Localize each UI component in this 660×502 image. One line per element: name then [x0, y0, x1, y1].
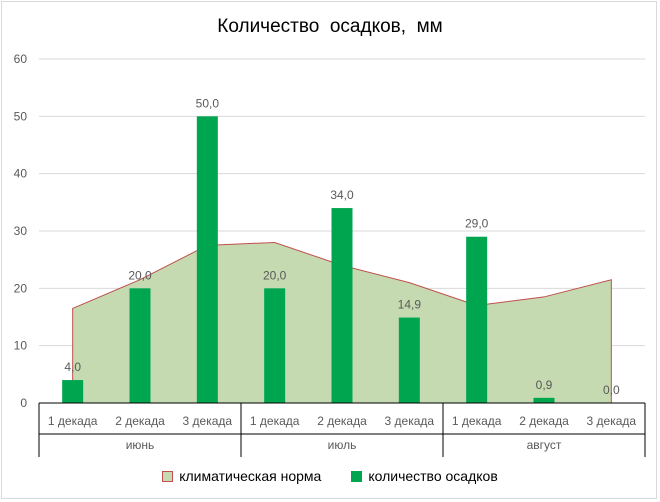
x-tick-label: 2 декада: [115, 414, 165, 428]
bar: [264, 288, 286, 403]
bar: [533, 397, 555, 403]
bar-data-label: 0,9: [536, 378, 553, 392]
legend-item-norm: климатическая норма: [162, 468, 321, 484]
bar-data-label: 0,0: [603, 383, 620, 397]
bar: [196, 116, 218, 403]
bar-data-label: 34,0: [330, 188, 354, 202]
legend: климатическая норма количество осадков: [2, 468, 658, 484]
bar-data-label: 20,0: [128, 268, 152, 282]
y-tick-label: 10: [14, 339, 28, 353]
legend-label-norm: климатическая норма: [179, 468, 322, 484]
bar: [398, 317, 420, 403]
bar: [62, 380, 84, 403]
bar: [466, 236, 488, 403]
bar: [331, 208, 353, 403]
x-group-label: август: [527, 438, 562, 452]
x-group-label: июнь: [126, 438, 155, 452]
bar-data-label: 29,0: [465, 217, 489, 231]
x-group-label: июль: [328, 438, 357, 452]
x-tick-label: 3 декада: [385, 414, 435, 428]
x-tick-label: 1 декада: [250, 414, 300, 428]
x-tick-label: 2 декада: [317, 414, 367, 428]
legend-label-precip: количество осадков: [368, 468, 498, 484]
chart-title: Количество осадков, мм: [217, 16, 443, 37]
bar-data-label: 14,9: [398, 298, 422, 312]
legend-swatch-norm: [162, 470, 174, 482]
y-tick-label: 20: [14, 281, 28, 295]
y-tick-label: 60: [14, 52, 28, 66]
x-tick-label: 1 декада: [452, 414, 502, 428]
x-tick-label: 3 декада: [183, 414, 233, 428]
bar-data-label: 20,0: [263, 268, 287, 282]
x-tick-label: 2 декада: [519, 414, 569, 428]
chart-plot: 0 10 20 30 40 50 60 4,0 20,0 50,0 20,0 34,0 14,9 29,0…: [14, 52, 646, 457]
y-tick-label: 40: [14, 167, 28, 181]
y-tick-label: 30: [14, 224, 28, 238]
legend-item-precip: количество осадков: [351, 468, 498, 484]
bar-data-label: 50,0: [196, 96, 220, 110]
y-tick-label: 0: [20, 396, 27, 410]
x-tick-label: 3 декада: [587, 414, 637, 428]
x-tick-label: 1 декада: [48, 414, 98, 428]
bar-data-label: 4,0: [64, 360, 81, 374]
legend-swatch-precip: [351, 470, 363, 482]
y-tick-label: 50: [14, 109, 28, 123]
bar: [129, 288, 151, 403]
